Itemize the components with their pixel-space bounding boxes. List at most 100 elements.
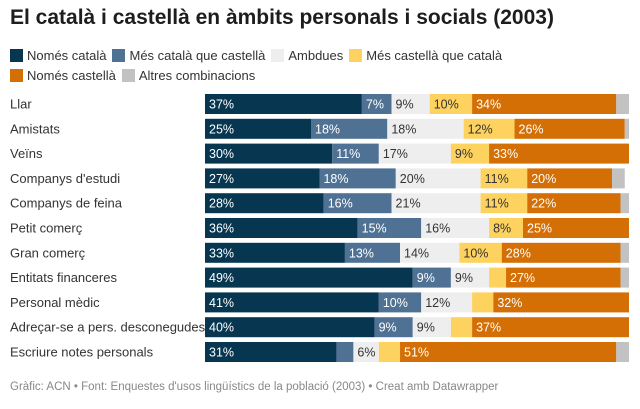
- bar-segment: [323, 193, 392, 214]
- legend-label: Només català: [27, 48, 107, 63]
- data-label: 28%: [506, 246, 531, 260]
- bar-segment: [412, 267, 451, 288]
- bar-segment: [429, 94, 473, 114]
- bar-segment: [378, 342, 401, 362]
- data-label: 17%: [383, 147, 408, 161]
- legend-label: Només castellà: [27, 68, 116, 83]
- data-label: 9%: [455, 271, 473, 285]
- bar-segment: [357, 218, 422, 238]
- legend-swatch: [10, 49, 23, 62]
- bar-segment: [463, 118, 515, 139]
- data-label: 37%: [209, 98, 234, 112]
- data-label: 18%: [315, 122, 340, 136]
- category-label: Companys de feina: [10, 196, 123, 211]
- bar-segment: [472, 94, 617, 114]
- bar-segment: [205, 267, 413, 288]
- bar-segment: [620, 242, 629, 263]
- bar-segment: [395, 168, 481, 189]
- data-label: 30%: [209, 147, 234, 161]
- bar-segment: [205, 292, 379, 313]
- data-label: 27%: [209, 172, 234, 186]
- bar-segment: [620, 193, 629, 214]
- bar-segment: [332, 143, 379, 164]
- bar-segment: [450, 143, 490, 164]
- legend-item: Més castellà que català: [349, 46, 502, 66]
- data-label: 21%: [396, 197, 421, 211]
- bar-segment: [319, 168, 396, 189]
- bar-segment: [205, 218, 358, 238]
- data-label: 16%: [328, 197, 353, 211]
- bar-segment: [489, 267, 507, 288]
- bar-segment: [400, 242, 460, 263]
- data-label: 11%: [336, 147, 360, 161]
- legend: Només català Més català que castellà Ambdu…: [10, 46, 570, 86]
- bar-segment: [412, 317, 451, 338]
- data-label: 26%: [519, 122, 544, 136]
- bar-segment: [616, 342, 629, 362]
- bar-segment: [205, 168, 320, 189]
- data-label: 20%: [400, 172, 425, 186]
- data-label: 31%: [209, 346, 234, 360]
- data-label: 14%: [404, 246, 429, 260]
- legend-label: Altres combinacions: [138, 68, 256, 83]
- data-label: 10%: [463, 246, 488, 260]
- legend-swatch: [112, 49, 126, 62]
- bar-segment: [344, 242, 401, 263]
- data-label: 20%: [531, 172, 556, 186]
- data-label: 7%: [366, 98, 384, 112]
- legend-swatch: [10, 69, 23, 82]
- data-label: 22%: [531, 197, 556, 211]
- bar-segment: [421, 218, 490, 238]
- data-label: 33%: [493, 147, 518, 161]
- data-label: 16%: [425, 222, 450, 236]
- category-label: Gran comerç: [10, 245, 86, 260]
- bar-segment: [506, 267, 621, 288]
- data-label: 40%: [209, 321, 234, 335]
- category-label: Escriure notes personals: [10, 345, 154, 360]
- data-label: 9%: [417, 271, 435, 285]
- data-label: 27%: [510, 271, 535, 285]
- data-label: 12%: [425, 296, 450, 310]
- bar-segment: [523, 218, 629, 238]
- legend-label: Més català que castellà: [129, 48, 266, 63]
- bar-segment: [311, 118, 388, 139]
- data-label: 37%: [476, 321, 501, 335]
- bar-segment: [480, 168, 528, 189]
- data-label: 9%: [396, 98, 414, 112]
- bar-segment: [489, 143, 629, 164]
- legend-item: Només castellà: [10, 66, 116, 86]
- data-label: 25%: [527, 222, 552, 236]
- data-label: 11%: [485, 172, 509, 186]
- bar-segment: [378, 292, 422, 313]
- legend-item: Ambdues: [271, 46, 343, 66]
- data-label: 28%: [209, 197, 234, 211]
- bar-segment: [624, 118, 629, 139]
- legend-swatch: [121, 69, 135, 82]
- category-label: Personal mèdic: [10, 295, 100, 310]
- stacked-bar-chart: Llar 37% 7% 9% 10% 34% Amistats 25% 18% 18% 12% 26%…: [10, 94, 629, 362]
- legend-label: Ambdues: [288, 48, 344, 63]
- data-label: 15%: [362, 222, 387, 236]
- data-label: 32%: [497, 296, 522, 310]
- data-label: 6%: [357, 346, 375, 360]
- bar-segment: [489, 218, 523, 238]
- bar-segment: [493, 292, 629, 313]
- category-label: Entitats financeres: [10, 270, 117, 285]
- bar-segment: [205, 118, 311, 139]
- bar-segment: [450, 267, 490, 288]
- bar-segment: [387, 118, 464, 139]
- bar-segment: [336, 342, 354, 362]
- legend-swatch: [349, 49, 363, 62]
- bar-segment: [205, 94, 362, 114]
- legend-item: Altres combinacions: [121, 66, 256, 86]
- data-label: 41%: [209, 296, 234, 310]
- data-label: 49%: [209, 271, 234, 285]
- data-label: 51%: [404, 346, 429, 360]
- bar-segment: [527, 168, 613, 189]
- data-label: 8%: [493, 222, 511, 236]
- bar-segment: [450, 317, 473, 338]
- bar-segment: [205, 342, 337, 362]
- category-label: Veïns: [10, 146, 43, 161]
- bar-segment: [459, 242, 502, 263]
- bar-segment: [527, 193, 621, 214]
